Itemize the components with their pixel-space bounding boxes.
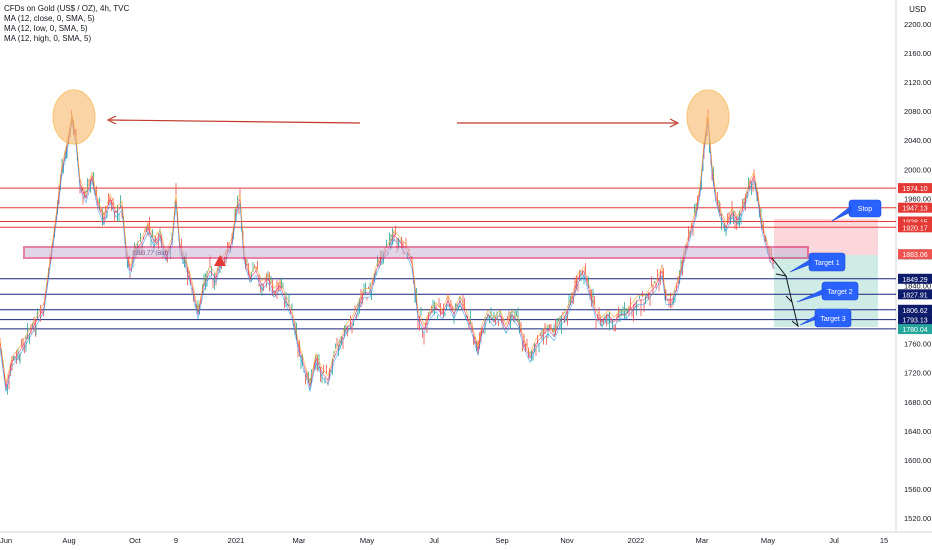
price-tick-label: 2200.00 (904, 20, 931, 29)
price-tick-label: 2000.00 (904, 165, 931, 174)
buy-triangle-marker (214, 255, 226, 266)
support-tag (898, 304, 932, 315)
resistance-tag-label: 1947.13 (902, 206, 927, 213)
target-zone-tag (898, 324, 932, 335)
price-tick-label: 1600.00 (904, 456, 931, 465)
price-tick-label: 1720.00 (904, 369, 931, 378)
right-arrow[interactable] (457, 118, 680, 128)
price-tick-label: 1960.00 (904, 194, 931, 203)
price-tick-label: 1680.00 (904, 398, 931, 407)
time-tick-label: Aug (62, 536, 75, 545)
price-tick-label: 2080.00 (904, 107, 931, 116)
projection-arrows (771, 257, 799, 328)
symbol-title[interactable]: CFDs on Gold (US$ / OZ), 4h, TVC (4, 4, 130, 13)
resistance-tag (898, 183, 932, 194)
time-tick-label: Jul (829, 536, 839, 545)
support-tag (898, 273, 932, 284)
time-tick-label: Nov (560, 536, 574, 545)
time-tick-label: May (761, 536, 775, 545)
time-tick-label: May (360, 536, 374, 545)
price-tick-label: 1640.00 (904, 427, 931, 436)
target-1-callout[interactable]: Target 1 (789, 252, 846, 273)
resistance-tag (898, 222, 932, 233)
price-tick-label: 2040.00 (904, 136, 931, 145)
support-tag-label: 1849.29 (902, 277, 927, 284)
time-tick-label: Oct (129, 536, 142, 545)
support-tag (898, 289, 932, 300)
price-tick-label: 2160.00 (904, 49, 931, 58)
price-tick-label: 1760.00 (904, 340, 931, 349)
target-1-label: Target 1 (814, 260, 839, 267)
time-axis[interactable]: Jun Aug Oct 9 2021 Mar May Jul Sep Nov 2022 Mar May J… (0, 536, 888, 545)
left-top-highlight-circle[interactable] (52, 89, 96, 145)
time-tick-label: 15 (880, 536, 888, 545)
resistance-tag (898, 202, 932, 213)
current-price-tag-label: 1883.06 (902, 252, 927, 259)
zone-label: 1893.77 (Bid) (132, 251, 168, 257)
price-tick-label: 1840.00 (904, 282, 931, 291)
resistance-tag-label: 1974.10 (902, 186, 927, 193)
price-tick-label: 1560.00 (904, 485, 931, 494)
stop-callout[interactable]: Stop (831, 199, 882, 222)
time-tick-label: 9 (174, 536, 178, 545)
chart-legend: CFDs on Gold (US$ / OZ), 4h, TVC MA (12,… (4, 4, 129, 44)
indicator-ma-low[interactable]: MA (12, low, 0, SMA, 5) (4, 24, 88, 33)
highlighted-zone[interactable] (23, 246, 809, 259)
current-price-tag (898, 249, 932, 260)
target-2-callout[interactable]: Target 2 (796, 281, 859, 303)
support-tag-label: 1827.91 (902, 292, 927, 299)
currency-label[interactable]: USD (909, 5, 926, 14)
indicator-ma-close[interactable]: MA (12, close, 0, SMA, 5) (4, 14, 95, 23)
time-tick-label: Mar (293, 536, 306, 545)
price-tick-label: 1520.00 (904, 514, 931, 523)
target-zone-tag-label: 1780.04 (902, 327, 927, 334)
time-tick-label: 2022 (628, 536, 645, 545)
moving-average-line (0, 122, 775, 392)
stop-label: Stop (858, 206, 873, 213)
support-tag (898, 314, 932, 325)
time-tick-label: 2021 (228, 536, 245, 545)
left-arrow[interactable] (106, 115, 361, 125)
indicator-ma-high[interactable]: MA (12, high, 0, SMA, 5) (4, 34, 92, 43)
time-tick-label: Jul (429, 536, 439, 545)
target-2-label: Target 2 (827, 289, 852, 296)
price-level-tags: 1974.101947.131928.151920.171849.291827.… (898, 183, 932, 335)
support-tag-label: 1793.13 (902, 318, 927, 325)
support-tag-label: 1806.62 (902, 308, 927, 315)
resistance-tag-label: 1920.17 (902, 225, 927, 232)
target-3-callout[interactable]: Target 3 (799, 308, 852, 328)
time-tick-label: Mar (696, 536, 709, 545)
time-tick-label: Jun (0, 536, 12, 545)
price-tick-label: 2120.00 (904, 78, 931, 87)
time-tick-label: Sep (495, 536, 508, 545)
right-top-highlight-circle[interactable] (686, 89, 730, 145)
target-3-label: Target 3 (820, 316, 845, 323)
resistance-tag (898, 216, 932, 227)
